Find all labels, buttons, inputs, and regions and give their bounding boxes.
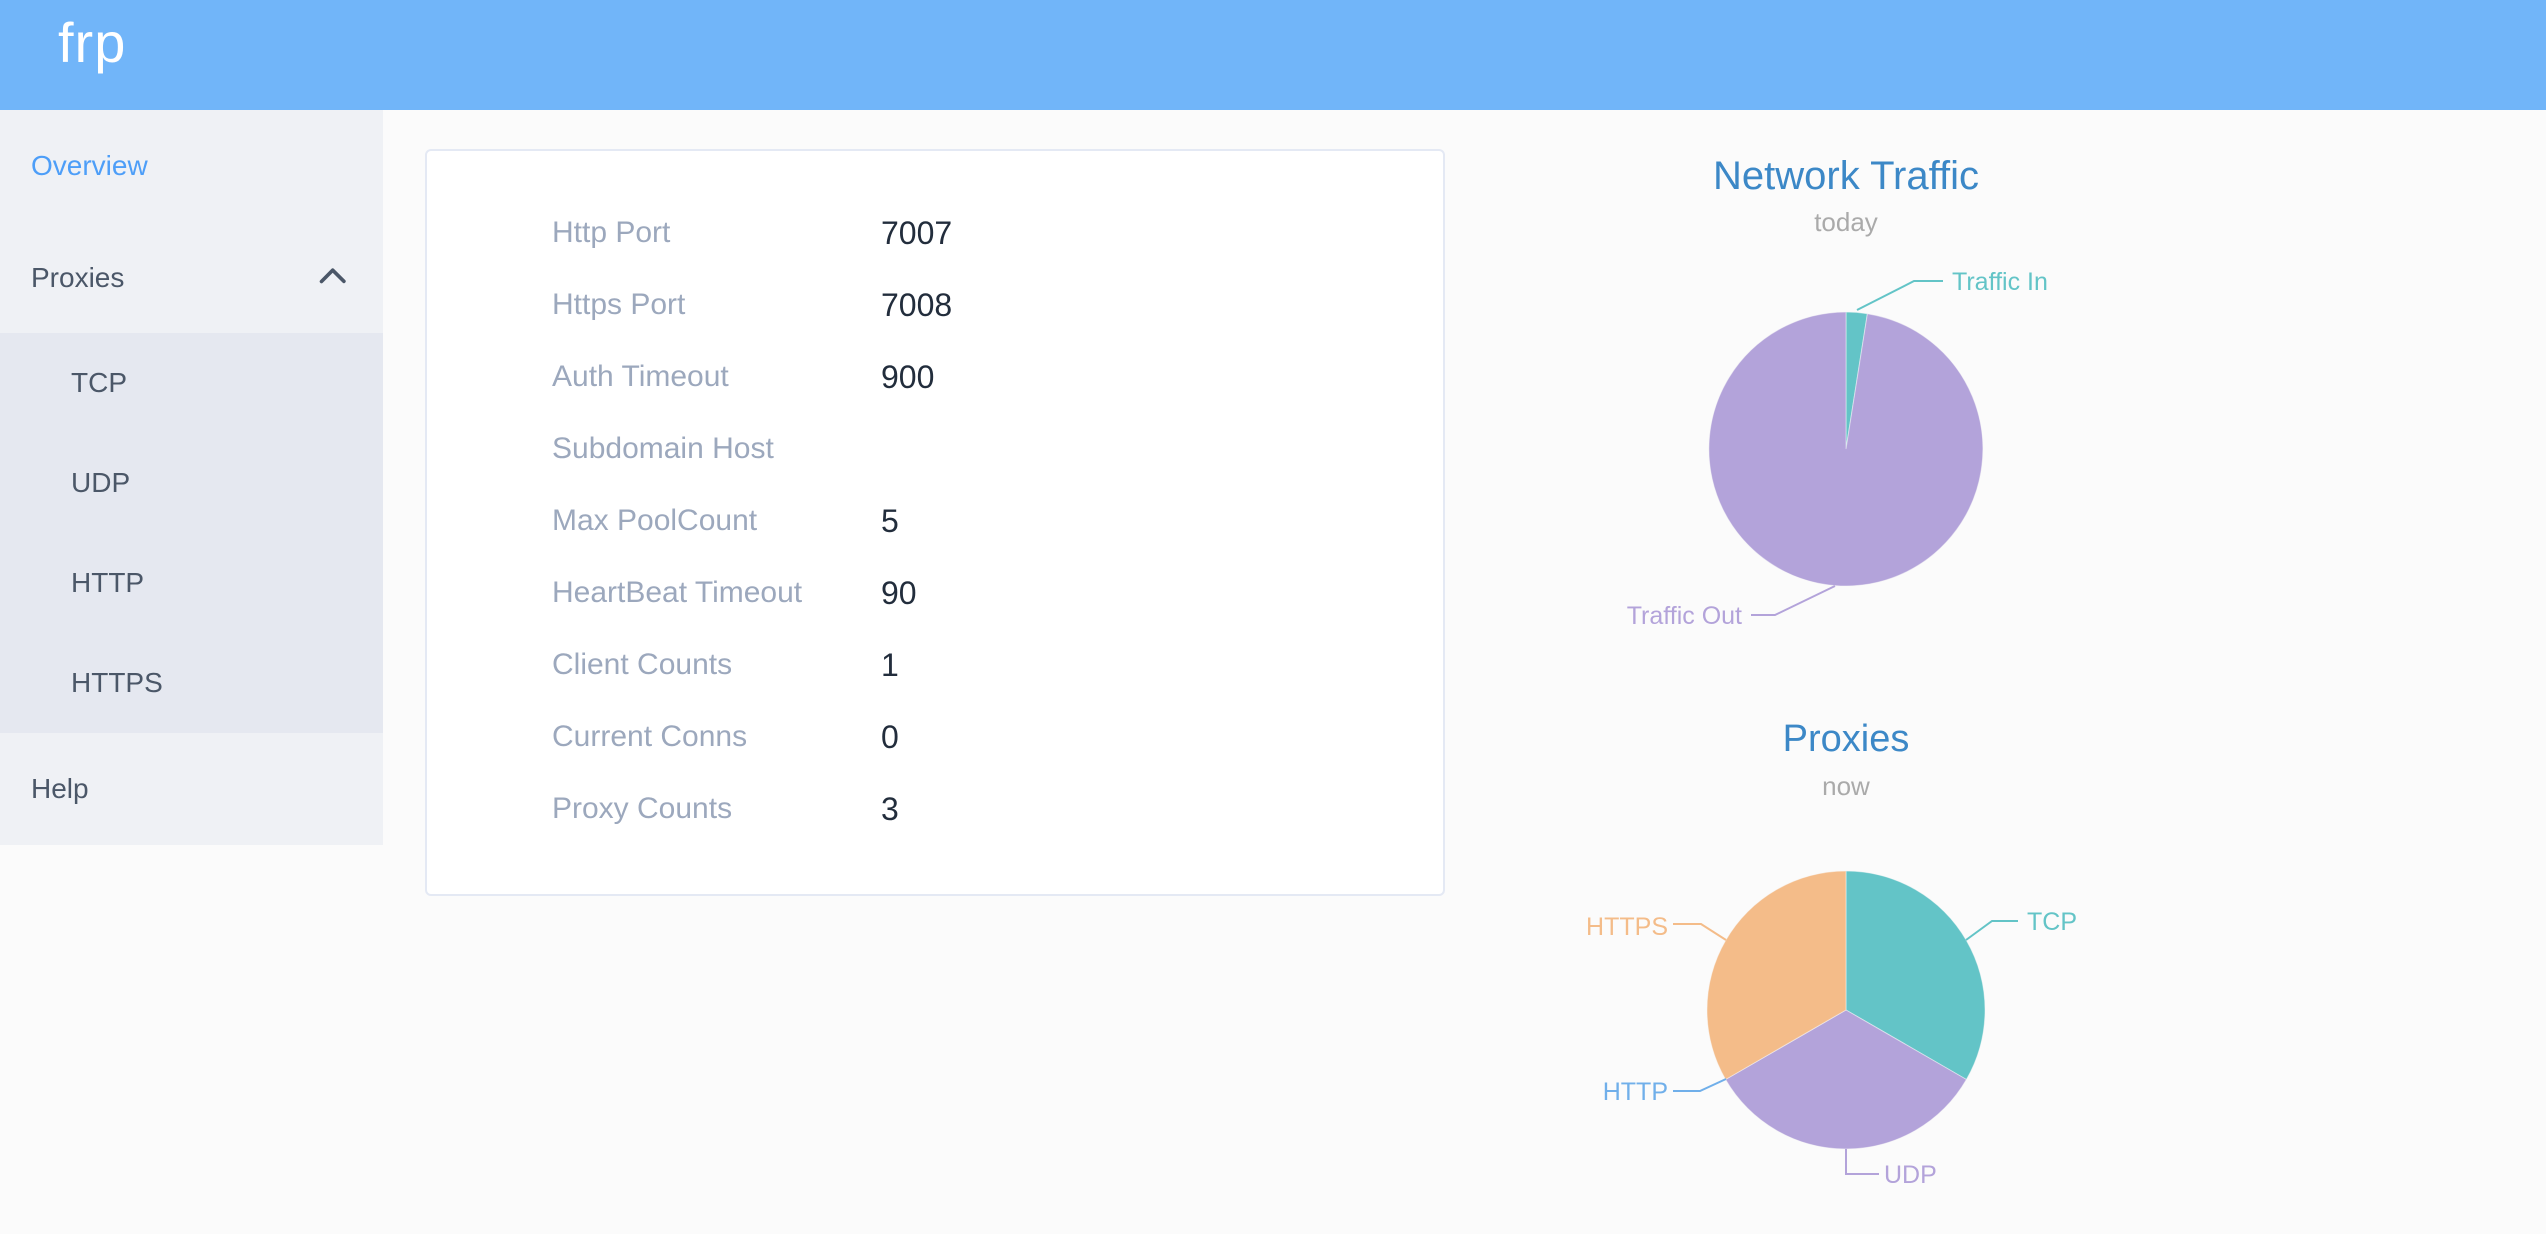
svg-text:now: now [1822, 771, 1870, 801]
svg-text:Traffic Out: Traffic Out [1627, 602, 1742, 630]
svg-text:HTTP: HTTP [1603, 1078, 1668, 1106]
svg-text:Proxies: Proxies [1783, 718, 1910, 760]
svg-text:TCP: TCP [2027, 908, 2077, 936]
svg-text:Traffic In: Traffic In [1952, 268, 2048, 296]
svg-text:HTTPS: HTTPS [1586, 913, 1668, 941]
svg-text:Network Traffic: Network Traffic [1713, 154, 1979, 198]
svg-text:UDP: UDP [1884, 1161, 1937, 1189]
svg-text:today: today [1814, 207, 1878, 237]
